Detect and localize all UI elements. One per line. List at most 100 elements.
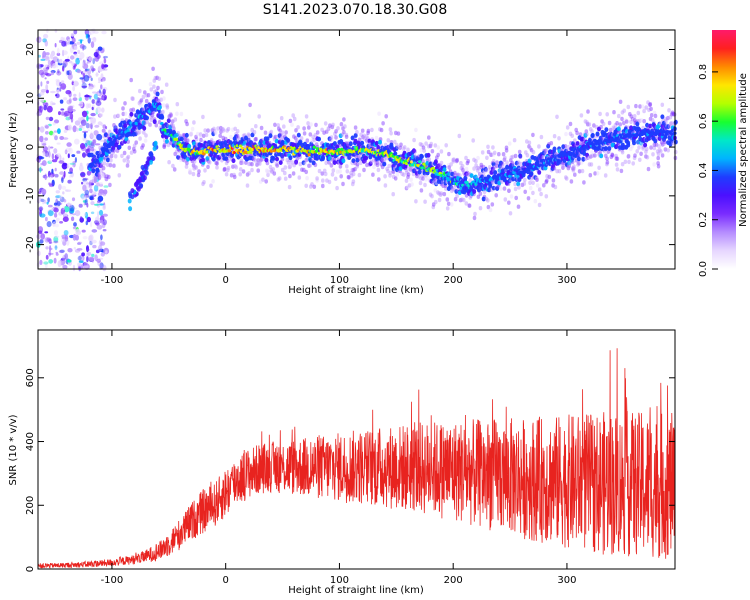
spectrogram-noise-cell [58, 160, 65, 164]
spectrogram-noise-cell [69, 162, 76, 165]
spectrogram-halo-cell [305, 138, 310, 143]
spectrogram-body-cell [673, 119, 678, 125]
spectrogram-body-cell [111, 145, 116, 151]
spectrogram-halo-cell [278, 133, 283, 138]
spectrogram-noise-cell [85, 33, 89, 39]
spectrogram-noise-cell [60, 108, 65, 111]
spectrogram-noise-cell [59, 58, 63, 64]
spectrogram-noise-cell [67, 153, 70, 159]
spectrogram-noise-cell [96, 258, 101, 263]
spectrogram-noise-cell [102, 264, 107, 272]
spectrogram-halo-cell [473, 211, 477, 217]
spectrogram-halo-cell [276, 123, 281, 128]
spectrogram-noise-cell [47, 204, 53, 208]
spectrogram-body-cell [351, 158, 356, 164]
spectrogram-noise-cell [101, 107, 105, 113]
spectrogram-halo-cell [325, 178, 329, 183]
spectrogram-halo-cell [247, 161, 251, 167]
spectrogram-noise-cell [103, 64, 109, 68]
spectrogram-halo-cell [517, 149, 522, 155]
spectrogram-noise-cell [92, 58, 95, 65]
spectrogram-noise-cell [46, 237, 51, 242]
spectrogram-halo-cell [347, 175, 351, 180]
spectrogram-halo-cell [618, 122, 622, 127]
spectrogram-halo-cell [209, 138, 214, 143]
spectrogram-noise-cell [101, 79, 105, 82]
spectrogram-noise-cell [76, 150, 81, 154]
spectrogram-halo-cell [623, 159, 628, 164]
spectrogram-noise-cell [99, 113, 104, 117]
spectrogram-halo-cell [326, 126, 331, 131]
spectrogram-halo-cell [212, 126, 216, 131]
spectrogram-halo-cell [291, 171, 296, 176]
spectrogram-noise-cell [48, 150, 51, 158]
spectrogram-halo-cell [173, 151, 177, 157]
spectrogram-body-cell [192, 141, 196, 147]
spectrogram-halo-cell [455, 193, 459, 199]
spectrogram-noise-cell [44, 77, 47, 80]
spectrogram-noise-cell [66, 70, 70, 76]
snr-plot-area [38, 330, 675, 569]
spectrogram-noise-cell [90, 201, 95, 206]
spectrogram-halo-cell [601, 121, 606, 127]
spectrogram-noise-cell [62, 206, 65, 211]
spectrogram-body-cell [599, 153, 604, 159]
spectrogram-noise-cell [72, 85, 76, 92]
spectrogram-halo-cell [232, 174, 237, 180]
spectrogram-halo-cell [287, 184, 292, 190]
spectrogram-noise-cell [103, 185, 109, 188]
spectrogram-halo-cell [429, 141, 434, 147]
spectrogram-noise-cell [73, 29, 78, 35]
spectrogram-noise-cell [43, 33, 49, 39]
spectrogram-halo-cell [484, 168, 489, 173]
spectrogram-halo-cell [162, 144, 166, 149]
spectrogram-noise-cell [76, 248, 83, 251]
spectrogram-noise-cell [92, 244, 97, 249]
spectrogram-halo-cell [126, 159, 130, 164]
spectrogram-halo-cell [327, 179, 332, 185]
spectrogram-body-cell [250, 132, 255, 138]
spectrogram-halo-cell [334, 129, 338, 134]
spectrogram-halo-cell [160, 110, 164, 115]
spectrogram-noise-cell [63, 97, 68, 101]
spectrogram-ridge-cell [126, 128, 130, 133]
spectrogram-body-cell [95, 168, 100, 174]
spectrogram-halo-cell [652, 162, 656, 167]
spectrogram-noise-cell [44, 262, 48, 269]
spectrogram-halo-cell [182, 133, 186, 138]
spectrogram-halo-cell [175, 102, 180, 107]
spectrogram-halo-cell [126, 139, 130, 144]
spectrogram-halo-cell [203, 168, 207, 173]
spectrogram-noise-cell [63, 212, 68, 217]
spectrogram-halo-cell [165, 103, 169, 108]
spectrogram-halo-cell [207, 160, 212, 165]
spectrogram-halo-cell [297, 175, 302, 180]
spectrogram-noise-cell [79, 124, 83, 129]
colorbar-tick-label: 0.6 [698, 113, 709, 129]
spectrogram-halo-cell [148, 122, 153, 128]
spectrogram-halo-cell [206, 128, 210, 133]
spectrogram-halo-cell [421, 176, 425, 181]
spectrogram-noise-cell [77, 117, 83, 122]
spectrogram-body-cell [590, 133, 595, 139]
spectrogram-noise-cell [43, 261, 49, 265]
spectrogram-noise-cell [59, 171, 65, 175]
spectrogram-halo-cell [365, 162, 369, 168]
spectrogram-halo-cell [273, 122, 277, 128]
spectrogram-halo-cell [321, 178, 325, 183]
y-tick-label: 0 [25, 144, 36, 150]
spectrogram-halo-cell [370, 127, 374, 133]
spectrogram-halo-cell [273, 134, 278, 140]
spectrogram-noise-cell [62, 216, 69, 222]
spectrogram-halo-cell [533, 199, 538, 204]
spectrogram-halo-cell [307, 125, 311, 130]
spectrogram-noise-cell [73, 81, 79, 86]
spectrogram-halo-cell [527, 140, 532, 145]
spectrogram-body-cell [184, 132, 189, 138]
spectrogram-noise-cell [69, 46, 74, 54]
spectrogram-noise-cell [36, 250, 41, 257]
spectrogram-noise-cell [55, 195, 62, 199]
spectrogram-body-cell [154, 96, 159, 102]
spectrogram-halo-cell [149, 87, 154, 92]
spectrogram-noise-cell [100, 84, 103, 90]
